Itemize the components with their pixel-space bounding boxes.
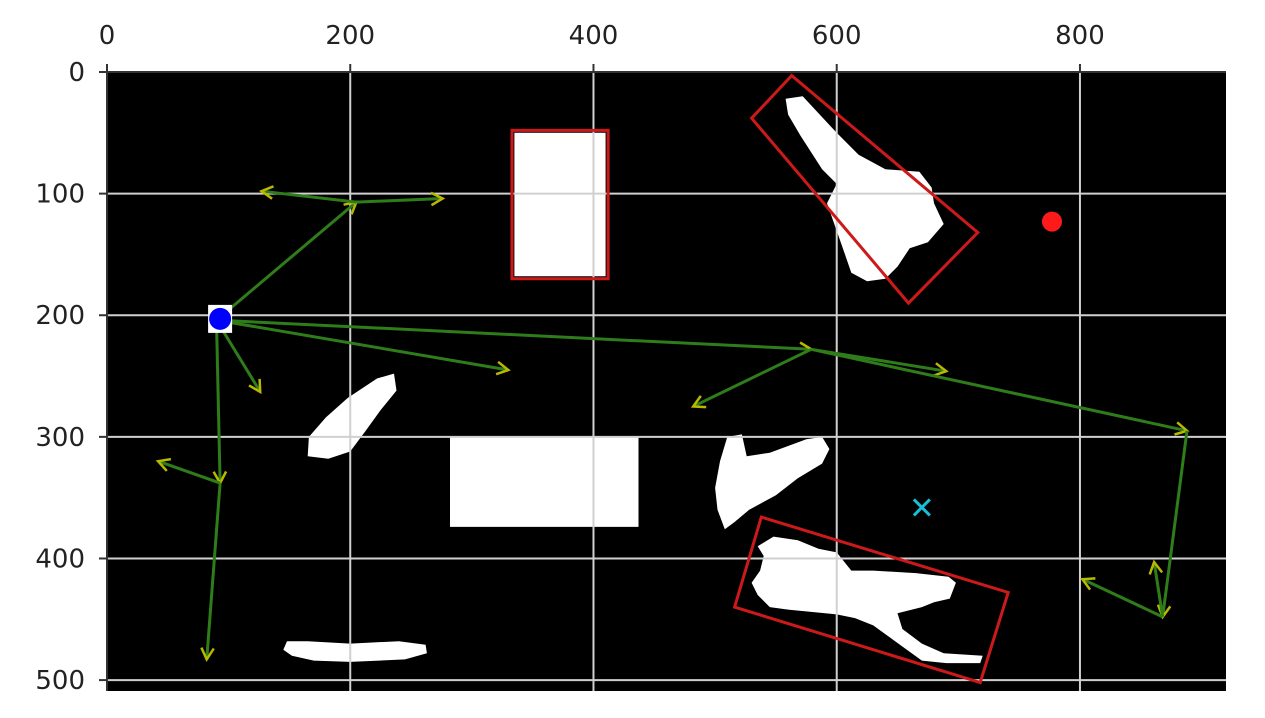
path-arrow-head: [1080, 577, 1096, 591]
x-tick-label: 600: [812, 21, 862, 51]
path-arrow-head: [1156, 604, 1172, 620]
start-point: [209, 307, 232, 330]
y-tick-label: 400: [35, 544, 85, 574]
path-arrow-head: [258, 185, 274, 200]
path-arrow-head: [430, 191, 446, 207]
path-arrow-head: [155, 457, 172, 472]
y-tick-label: 300: [35, 423, 85, 453]
path-segment: [1081, 577, 1164, 619]
markers-layer: [208, 211, 1062, 517]
obstacle-rect-2: [450, 436, 639, 527]
path-segment: [215, 200, 358, 322]
obstacle-blob-bottom-bar: [283, 641, 427, 662]
path-segment: [356, 196, 443, 204]
path-segment: [205, 482, 222, 660]
obstacle-rect-1: [514, 132, 606, 277]
path-segment: [1161, 430, 1189, 618]
path-arrow-head: [690, 395, 707, 409]
bounding-box-lower-right: [732, 515, 1011, 685]
path-segment: [261, 189, 357, 204]
y-tick-label: 200: [35, 301, 85, 331]
path-segment: [1152, 561, 1165, 618]
path-layer: [155, 185, 1190, 663]
obstacle-blob-upper-right: [785, 96, 944, 282]
path-segment: [810, 347, 1188, 433]
bounding-box-rect-1: [510, 128, 610, 281]
path-arrow-head: [495, 360, 511, 376]
x-tick-label: 200: [325, 21, 375, 51]
path-segment: [157, 459, 221, 485]
path-segment: [216, 318, 509, 372]
obstacle-blob-lower-right: [751, 536, 983, 664]
y-tick-label: 500: [35, 666, 85, 696]
axes-layer: 0 200 400 600 800 0 100 200 300 400 500: [35, 21, 1226, 696]
x-marker: [912, 498, 931, 517]
path-segment: [216, 318, 812, 351]
path-segment: [214, 320, 222, 484]
y-tick-label: 100: [35, 180, 85, 210]
obstacle-blob-middle: [715, 434, 830, 530]
path-arrow-head: [933, 362, 949, 377]
x-tick-label: 800: [1055, 21, 1105, 51]
path-arrow-head: [1148, 559, 1164, 575]
path-segment: [692, 347, 812, 408]
x-tick-label: 0: [99, 21, 116, 51]
goal-point: [1041, 211, 1062, 232]
y-tick-label: 0: [68, 58, 85, 88]
grid-layer: [106, 71, 1226, 691]
bounding-box-upper-right: [749, 73, 981, 306]
path-arrow-head: [200, 647, 215, 663]
plot-background: [107, 72, 1226, 691]
path-arrow-head: [248, 378, 262, 395]
bounding-boxes-layer: [510, 73, 1011, 685]
x-tick-label: 400: [569, 21, 619, 51]
